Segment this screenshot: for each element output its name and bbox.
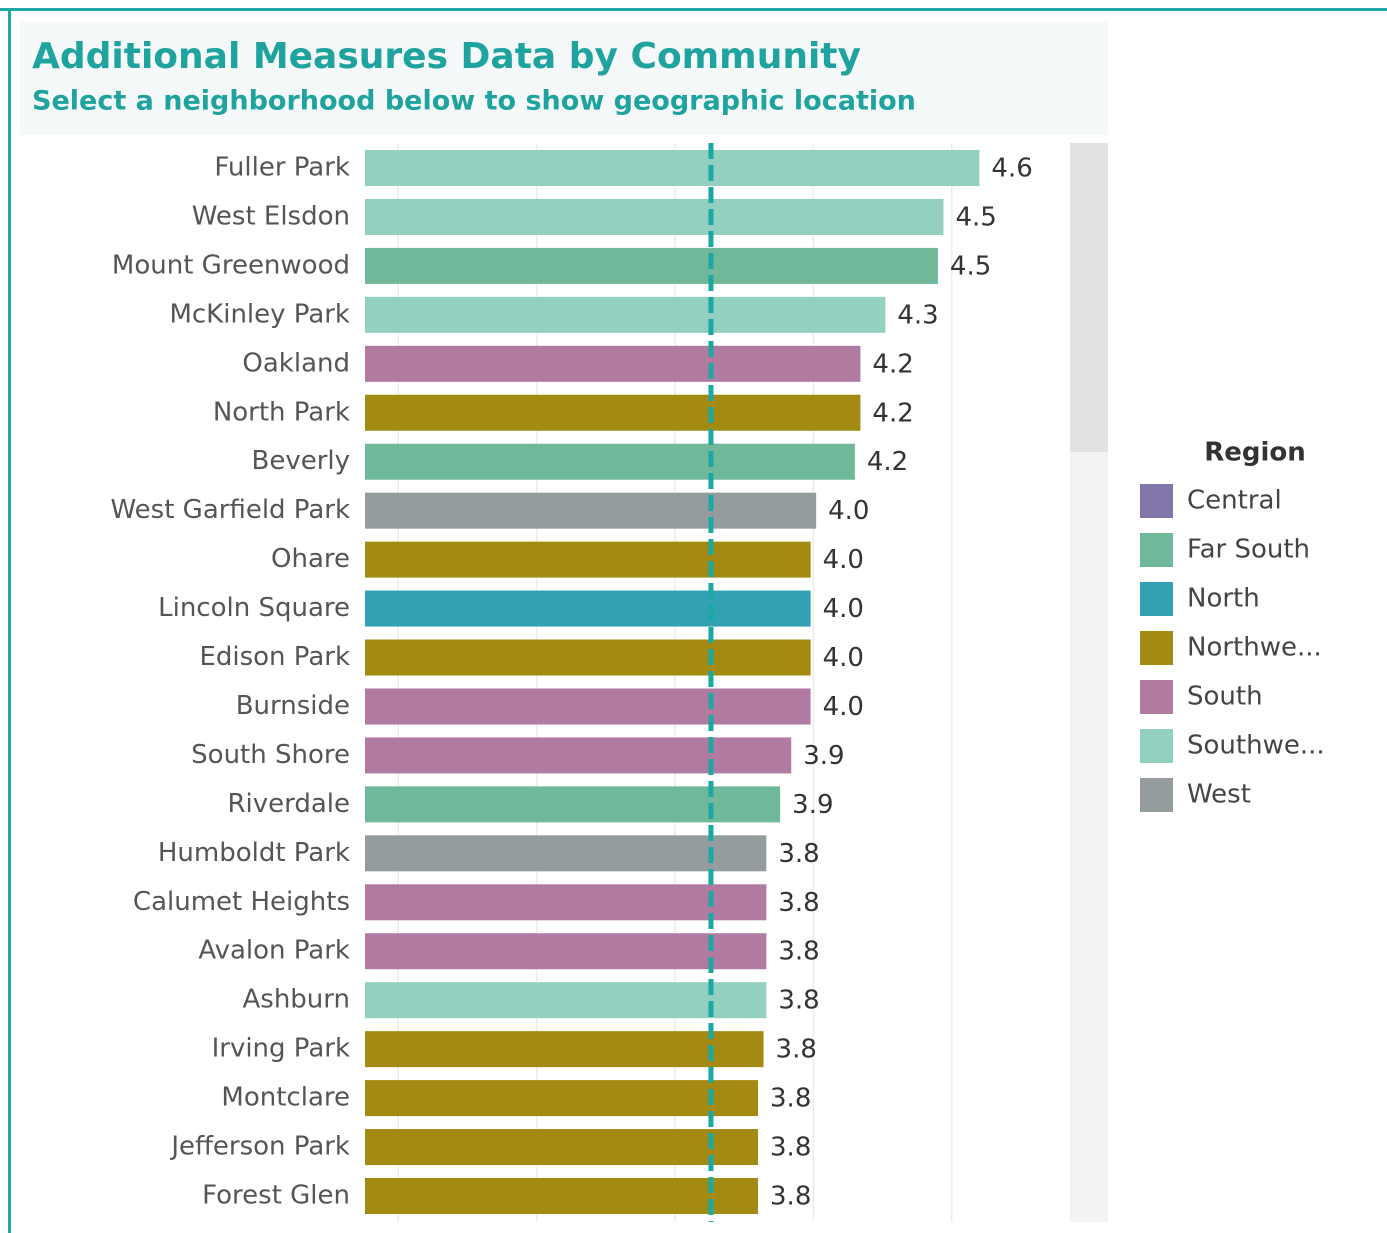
value-label: 3.8 xyxy=(770,1084,811,1114)
category-label[interactable]: Beverly xyxy=(251,446,350,476)
category-label[interactable]: West Garfield Park xyxy=(110,495,350,525)
category-label[interactable]: Burnside xyxy=(236,691,350,721)
bar[interactable] xyxy=(365,884,767,921)
bar[interactable] xyxy=(365,1178,759,1214)
value-label: 3.9 xyxy=(792,790,833,820)
legend-swatch[interactable] xyxy=(1140,729,1173,763)
category-label[interactable]: Avalon Park xyxy=(198,936,350,966)
value-label: 4.5 xyxy=(950,251,991,281)
bar[interactable] xyxy=(365,639,811,676)
value-label: 3.8 xyxy=(778,986,819,1016)
bar[interactable] xyxy=(365,737,792,774)
value-label: 3.8 xyxy=(776,1035,817,1065)
category-label[interactable]: Lincoln Square xyxy=(158,593,350,623)
category-label[interactable]: North Park xyxy=(213,397,350,427)
category-label[interactable]: Ohare xyxy=(271,544,350,574)
category-label[interactable]: Edison Park xyxy=(199,642,350,672)
bar[interactable] xyxy=(365,982,767,1019)
legend-swatch[interactable] xyxy=(1140,582,1173,616)
bar[interactable] xyxy=(365,1080,759,1117)
category-label[interactable]: Calumet Heights xyxy=(133,887,350,917)
category-label[interactable]: Irving Park xyxy=(212,1034,350,1064)
legend-swatch[interactable] xyxy=(1140,533,1173,567)
category-label[interactable]: Humboldt Park xyxy=(158,838,350,868)
legend-swatch[interactable] xyxy=(1140,680,1173,714)
frame-top xyxy=(0,8,1387,11)
value-label: 4.0 xyxy=(823,545,864,575)
value-label: 3.8 xyxy=(770,1182,811,1212)
value-label: 4.6 xyxy=(991,154,1032,184)
title-panel xyxy=(20,22,1108,135)
category-label[interactable]: McKinley Park xyxy=(169,299,350,329)
bar[interactable] xyxy=(365,1031,764,1068)
legend-label[interactable]: West xyxy=(1187,780,1251,810)
legend-title: Region xyxy=(1204,438,1306,468)
legend-label[interactable]: South xyxy=(1187,682,1263,712)
legend-swatch[interactable] xyxy=(1140,484,1173,518)
category-label[interactable]: Riverdale xyxy=(227,789,350,819)
value-label: 3.8 xyxy=(778,888,819,918)
bar[interactable] xyxy=(365,786,781,823)
chart-title: Additional Measures Data by Community xyxy=(32,36,861,77)
category-label[interactable]: Ashburn xyxy=(242,985,350,1015)
category-label[interactable]: Jefferson Park xyxy=(169,1132,350,1162)
category-label[interactable]: Fuller Park xyxy=(214,153,350,183)
category-label[interactable]: Oakland xyxy=(242,348,350,378)
value-label: 3.8 xyxy=(778,937,819,967)
bar[interactable] xyxy=(365,1129,759,1166)
bar[interactable] xyxy=(365,345,861,382)
value-label: 4.2 xyxy=(872,349,913,379)
bar[interactable] xyxy=(365,443,855,480)
bar[interactable] xyxy=(365,933,767,970)
category-label[interactable]: South Shore xyxy=(191,740,350,770)
value-label: 4.2 xyxy=(867,447,908,477)
bar[interactable] xyxy=(365,296,886,333)
legend-label[interactable]: Northwe... xyxy=(1187,633,1322,663)
category-label[interactable]: Forest Glen xyxy=(202,1181,350,1211)
category-label[interactable]: Mount Greenwood xyxy=(112,250,350,280)
bar[interactable] xyxy=(365,394,861,431)
legend-label[interactable]: Southwe... xyxy=(1187,731,1325,761)
scrollbar-thumb[interactable] xyxy=(1070,143,1108,452)
bar[interactable] xyxy=(365,150,980,186)
value-label: 4.3 xyxy=(897,300,938,330)
value-label: 4.5 xyxy=(955,202,996,232)
value-label: 4.0 xyxy=(828,496,869,526)
frame-left xyxy=(8,8,11,1233)
value-label: 3.9 xyxy=(803,741,844,771)
value-label: 3.8 xyxy=(778,839,819,869)
bar[interactable] xyxy=(365,247,938,284)
bar[interactable] xyxy=(365,688,811,725)
value-label: 4.0 xyxy=(823,643,864,673)
bar[interactable] xyxy=(365,590,811,627)
bar[interactable] xyxy=(365,492,817,529)
category-label[interactable]: West Elsdon xyxy=(192,201,350,231)
bar[interactable] xyxy=(365,835,767,872)
legend-label[interactable]: Central xyxy=(1187,486,1282,516)
value-label: 3.8 xyxy=(770,1133,811,1163)
category-label[interactable]: Montclare xyxy=(221,1083,350,1113)
bar[interactable] xyxy=(365,541,811,578)
value-label: 4.0 xyxy=(823,594,864,624)
value-label: 4.2 xyxy=(872,398,913,428)
legend-label[interactable]: Far South xyxy=(1187,535,1310,565)
value-label: 4.0 xyxy=(823,692,864,722)
bar[interactable] xyxy=(365,198,944,235)
chart-subtitle: Select a neighborhood below to show geog… xyxy=(32,86,916,117)
legend-label[interactable]: North xyxy=(1187,584,1260,614)
legend-swatch[interactable] xyxy=(1140,778,1173,812)
legend-swatch[interactable] xyxy=(1140,631,1173,665)
